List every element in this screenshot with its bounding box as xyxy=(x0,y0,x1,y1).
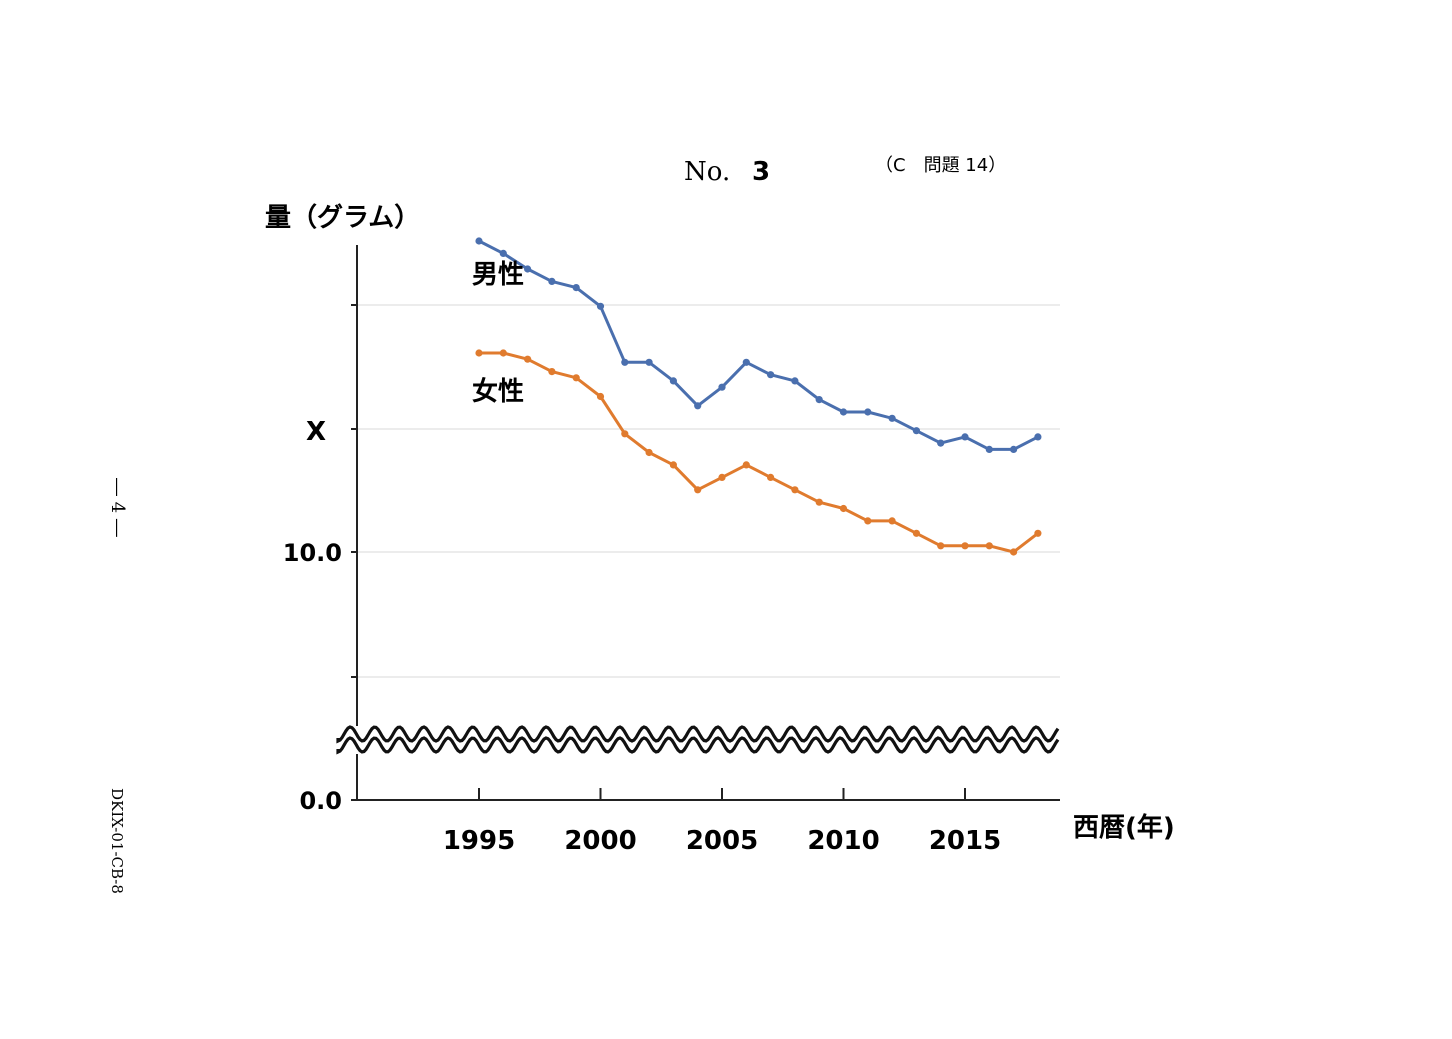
y-tick-labels: 0.0 10.0 X xyxy=(283,417,342,815)
point-0-1998 xyxy=(548,277,556,285)
x-tick-label-2000: 2000 xyxy=(564,826,636,856)
point-0-2000 xyxy=(596,302,605,310)
x-tick-label-1995: 1995 xyxy=(443,826,515,856)
axis-break-wave-top xyxy=(336,725,1060,744)
x-tick-label-2015: 2015 xyxy=(929,826,1001,856)
point-0-1996 xyxy=(499,249,507,257)
y-axis-title: 量（グラム） xyxy=(265,203,420,233)
point-0-1995 xyxy=(475,237,483,245)
point-1-2014 xyxy=(937,542,945,550)
point-1-2007 xyxy=(767,473,775,481)
point-0-2010 xyxy=(839,408,848,416)
gridlines xyxy=(357,304,1060,678)
point-1-2000 xyxy=(596,392,605,401)
y-tick-label-x: X xyxy=(306,417,326,447)
axis-break-wave-bottom xyxy=(336,736,1060,755)
point-1-2004 xyxy=(694,486,702,494)
point-1-2006 xyxy=(742,461,750,469)
point-1-2013 xyxy=(912,529,921,537)
point-1-1999 xyxy=(572,374,580,382)
point-1-1995 xyxy=(475,349,483,357)
page-number: ― 4 ― xyxy=(107,478,128,537)
point-0-2017 xyxy=(1010,445,1018,453)
point-1-2012 xyxy=(888,517,896,525)
point-1-2003 xyxy=(669,461,678,469)
axis-break-symbol xyxy=(336,725,1064,755)
y-ticks xyxy=(351,304,357,801)
series-group xyxy=(475,237,1042,556)
point-0-2011 xyxy=(864,408,872,416)
point-1-2009 xyxy=(815,498,823,506)
no-value: 3 xyxy=(752,157,770,187)
point-1-1998 xyxy=(548,368,556,376)
x-ticks xyxy=(478,788,966,800)
point-1-2016 xyxy=(985,542,993,550)
point-0-2004 xyxy=(694,402,702,410)
point-1-2015 xyxy=(961,542,969,550)
point-0-2013 xyxy=(912,427,921,435)
point-0-2006 xyxy=(742,358,750,366)
y-tick-label-0: 0.0 xyxy=(299,787,342,815)
point-1-2010 xyxy=(839,504,848,513)
point-0-2014 xyxy=(937,439,945,447)
point-0-2016 xyxy=(985,445,993,453)
point-0-1997 xyxy=(524,265,532,273)
x-tick-labels: 1995 2000 2005 2010 2015 xyxy=(443,826,1001,856)
point-1-2018 xyxy=(1034,529,1042,537)
point-1-2001 xyxy=(621,430,629,438)
point-0-2012 xyxy=(888,414,896,422)
point-1-2017 xyxy=(1010,548,1018,556)
series-label-female: 女性 xyxy=(472,376,524,407)
x-tick-label-2005: 2005 xyxy=(686,826,758,856)
point-0-2005 xyxy=(718,383,726,391)
point-0-2008 xyxy=(791,377,799,385)
point-0-1999 xyxy=(572,284,580,292)
point-1-1997 xyxy=(524,355,532,363)
point-1-2005 xyxy=(718,473,726,481)
series-line-0 xyxy=(478,239,1039,451)
series-line-1 xyxy=(479,351,1039,554)
x-axis-title: 西暦(年) xyxy=(1073,812,1175,843)
no-label: No. xyxy=(684,157,730,187)
point-1-1996 xyxy=(499,349,507,357)
point-0-2007 xyxy=(767,371,775,379)
x-tick-label-2010: 2010 xyxy=(807,826,879,856)
point-0-2003 xyxy=(669,377,678,385)
point-0-2001 xyxy=(621,358,629,366)
y-tick-label-10: 10.0 xyxy=(283,539,342,567)
problem-ref: （C 問題 14） xyxy=(875,155,1006,176)
point-0-2002 xyxy=(645,358,653,366)
point-0-2018 xyxy=(1034,433,1042,441)
doc-code: DKIX-01-CB-8 xyxy=(108,788,126,894)
point-0-2009 xyxy=(815,396,823,404)
point-1-2008 xyxy=(791,486,799,494)
point-0-2015 xyxy=(961,433,969,441)
point-1-2002 xyxy=(645,448,653,457)
series-label-male: 男性 xyxy=(472,260,524,290)
point-1-2011 xyxy=(864,517,872,525)
